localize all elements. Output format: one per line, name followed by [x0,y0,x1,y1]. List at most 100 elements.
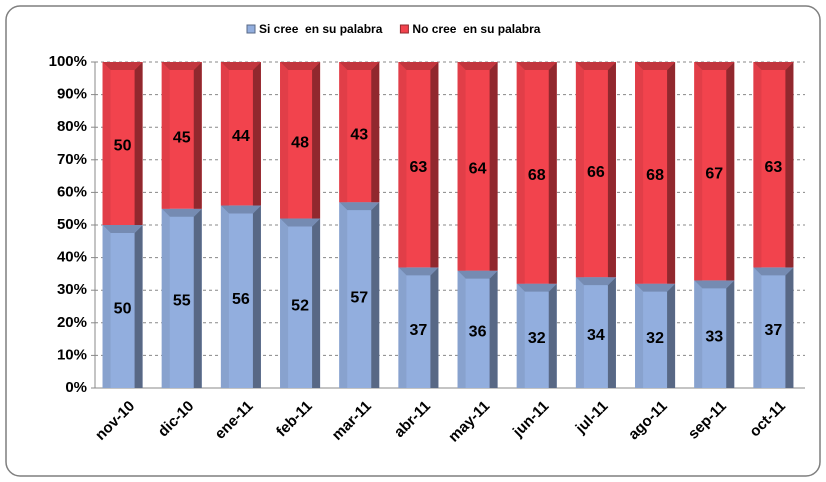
data-label: 66 [587,164,605,181]
bar-side [430,267,439,388]
y-tick-label: 30% [57,281,87,298]
bar-left [398,267,407,388]
bar-top [161,208,202,217]
bar-left [339,62,348,203]
bar-side [134,62,143,225]
bar-side [312,62,321,219]
legend-label: No cree en su palabra [412,22,540,36]
data-label: 63 [410,159,428,176]
data-label: 43 [350,126,368,143]
y-tick-label: 10% [57,346,87,363]
bar-left [280,218,289,388]
y-tick-label: 80% [57,118,87,135]
bar-side [548,283,557,388]
bar-top [398,267,439,276]
data-label: 36 [469,324,487,341]
y-tick-label: 100% [49,53,87,70]
bar-side [371,202,380,388]
y-tick-label: 70% [57,151,87,168]
bar-left [635,283,644,388]
y-tick-label: 40% [57,249,87,266]
bar-left [575,277,584,388]
data-label: 33 [705,328,723,345]
bar-top [635,62,676,70]
bar-top [753,62,794,70]
data-label: 34 [587,327,605,344]
bar-left [102,62,111,225]
bar-top [575,62,616,70]
bar-top [280,218,321,227]
data-label: 37 [765,322,783,339]
data-label: 32 [646,330,664,347]
bar-top [516,283,557,292]
data-label: 64 [469,161,487,178]
bar-side [726,280,735,388]
bar-left [220,62,229,206]
bar-side [252,62,261,206]
bar-top [457,62,498,70]
data-label: 50 [114,301,132,318]
bar-left [457,62,466,271]
bar-side [489,62,498,271]
data-label: 52 [291,297,309,314]
bar-side [430,62,439,268]
bar-left [753,62,762,268]
bar-top [339,62,380,70]
bar-top [220,205,261,214]
bar-side [252,205,261,388]
bar-left [575,62,584,278]
legend-swatch [246,24,256,34]
data-label: 56 [232,291,250,308]
bar-top [280,62,321,70]
bar-side [193,208,202,388]
bar-side [607,277,616,388]
bar-top [161,62,202,70]
data-label: 63 [765,159,783,176]
bar-top [220,62,261,70]
bar-side [548,62,557,284]
bar-left [694,280,703,388]
legend-swatch [399,24,409,34]
y-tick-label: 50% [57,216,87,233]
y-tick-label: 20% [57,314,87,331]
data-label: 48 [291,134,309,151]
bar-side [667,283,676,388]
data-label: 44 [232,128,250,145]
data-label: 45 [173,130,191,147]
bar-top [102,62,143,70]
bar-side [667,62,676,284]
bar-top [694,280,735,289]
bar-left [161,208,170,388]
bar-side [607,62,616,278]
data-label: 32 [528,330,546,347]
bar-left [516,283,525,388]
data-label: 37 [410,322,428,339]
bar-left [102,225,111,388]
bar-left [516,62,525,284]
bar-side [785,267,794,388]
bar-side [489,270,498,388]
y-tick-label: 60% [57,183,87,200]
data-label: 55 [173,293,191,310]
bar-side [371,62,380,203]
bar-left [339,202,348,388]
data-label: 68 [528,167,546,184]
bar-left [457,270,466,388]
legend-label: Si cree en su palabra [259,22,383,36]
data-label: 67 [705,165,723,182]
bar-top [635,283,676,292]
bar-side [785,62,794,268]
bar-side [312,218,321,388]
bar-top [398,62,439,70]
bar-top [102,225,143,233]
data-label: 68 [646,167,664,184]
bar-left [398,62,407,268]
bar-left [635,62,644,284]
bar-left [161,62,170,209]
y-tick-label: 0% [65,379,87,396]
bar-left [694,62,703,281]
bar-left [753,267,762,388]
bar-top [694,62,735,70]
